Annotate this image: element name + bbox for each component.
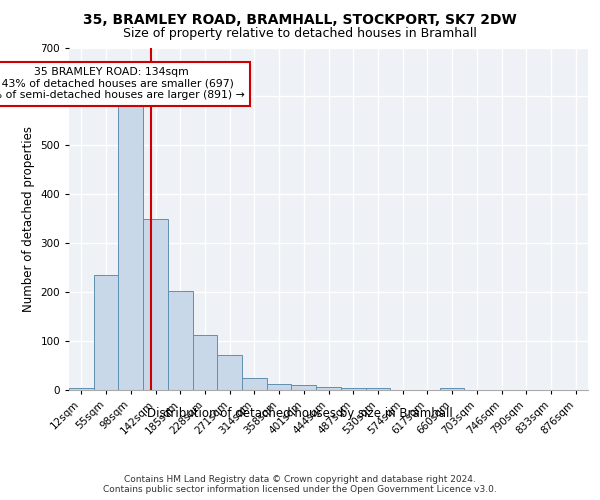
Bar bbox=[118, 106, 143, 390]
Bar bbox=[341, 388, 365, 390]
Bar bbox=[168, 290, 193, 390]
Bar bbox=[193, 334, 217, 390]
Bar bbox=[292, 385, 316, 390]
Bar bbox=[242, 378, 267, 390]
Bar bbox=[440, 388, 464, 390]
Text: 35 BRAMLEY ROAD: 134sqm
← 43% of detached houses are smaller (697)
56% of semi-d: 35 BRAMLEY ROAD: 134sqm ← 43% of detache… bbox=[0, 67, 244, 100]
Text: Size of property relative to detached houses in Bramhall: Size of property relative to detached ho… bbox=[123, 28, 477, 40]
Bar bbox=[69, 388, 94, 390]
Bar bbox=[94, 275, 118, 390]
Bar bbox=[316, 386, 341, 390]
Bar bbox=[143, 219, 168, 390]
Text: Distribution of detached houses by size in Bramhall: Distribution of detached houses by size … bbox=[147, 408, 453, 420]
Bar bbox=[217, 355, 242, 390]
Bar bbox=[267, 384, 292, 390]
Text: Contains HM Land Registry data © Crown copyright and database right 2024.
Contai: Contains HM Land Registry data © Crown c… bbox=[103, 475, 497, 494]
Bar bbox=[365, 388, 390, 390]
Y-axis label: Number of detached properties: Number of detached properties bbox=[22, 126, 35, 312]
Text: 35, BRAMLEY ROAD, BRAMHALL, STOCKPORT, SK7 2DW: 35, BRAMLEY ROAD, BRAMHALL, STOCKPORT, S… bbox=[83, 12, 517, 26]
